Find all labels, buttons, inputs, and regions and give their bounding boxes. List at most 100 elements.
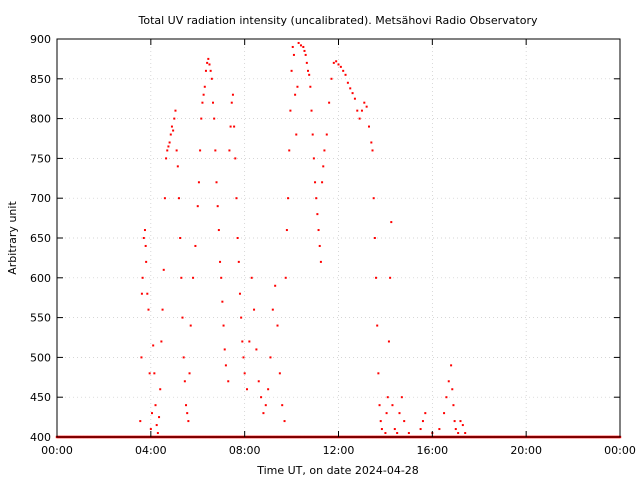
data-point	[233, 125, 236, 128]
data-point	[464, 432, 467, 435]
y-tick-label: 800	[30, 113, 51, 126]
data-point	[143, 229, 146, 232]
data-point	[450, 364, 453, 367]
x-tick-label: 16:00	[416, 444, 448, 457]
x-tick-label: 00:00	[604, 444, 636, 457]
y-tick-label: 600	[30, 272, 51, 285]
data-point	[180, 276, 183, 279]
data-point	[367, 125, 370, 128]
data-point	[289, 109, 292, 112]
data-point	[151, 412, 154, 415]
data-point	[328, 101, 331, 104]
grid-lines	[57, 39, 620, 437]
data-point	[337, 63, 340, 66]
data-point	[283, 420, 286, 423]
data-point	[202, 93, 205, 96]
data-point	[403, 420, 406, 423]
data-point	[262, 412, 265, 415]
y-tick-label: 450	[30, 391, 51, 404]
data-point	[208, 63, 211, 66]
data-point	[407, 432, 410, 435]
data-point	[377, 372, 380, 375]
data-point	[242, 356, 245, 359]
data-point	[335, 60, 338, 63]
data-point	[165, 157, 168, 160]
data-point	[387, 340, 390, 343]
data-point	[174, 109, 177, 112]
data-point	[299, 44, 302, 47]
data-point	[194, 244, 197, 247]
data-point	[380, 428, 383, 431]
data-point	[250, 276, 253, 279]
data-point	[325, 133, 328, 136]
data-point	[454, 428, 457, 431]
data-point	[281, 404, 284, 407]
data-point	[376, 324, 379, 327]
data-point	[221, 300, 224, 303]
data-point	[152, 344, 155, 347]
data-point	[155, 424, 158, 427]
data-point	[316, 213, 319, 216]
data-point	[197, 181, 200, 184]
data-point	[213, 117, 216, 120]
data-point	[379, 420, 382, 423]
data-point	[196, 205, 199, 208]
data-point	[421, 420, 424, 423]
data-point	[447, 380, 450, 383]
data-point	[183, 380, 186, 383]
data-point	[144, 244, 147, 247]
data-point	[278, 372, 281, 375]
data-point	[317, 229, 320, 232]
data-point	[358, 117, 361, 120]
data-point	[186, 412, 189, 415]
data-point	[145, 260, 148, 263]
data-point	[185, 404, 188, 407]
data-point	[177, 197, 180, 200]
data-point	[372, 197, 375, 200]
data-point	[230, 101, 233, 104]
data-point	[424, 412, 427, 415]
data-point	[390, 221, 393, 224]
data-point	[373, 237, 376, 239]
data-point	[363, 101, 366, 104]
data-point	[443, 412, 446, 415]
y-tick-label: 650	[30, 232, 51, 245]
data-point	[294, 93, 297, 96]
data-point	[371, 149, 374, 152]
data-point	[346, 81, 349, 84]
data-point	[323, 149, 326, 152]
data-point	[175, 149, 178, 152]
data-point	[264, 404, 267, 407]
data-point	[227, 380, 230, 383]
y-tick-label: 900	[30, 33, 51, 46]
data-point	[389, 276, 392, 279]
data-point	[148, 372, 151, 375]
data-point	[419, 428, 422, 431]
data-point	[296, 85, 299, 88]
data-point	[211, 101, 214, 104]
data-point	[241, 340, 244, 343]
data-point	[200, 117, 203, 120]
data-point	[204, 69, 207, 72]
data-point	[285, 229, 288, 232]
data-point	[255, 348, 258, 351]
data-point	[253, 308, 256, 311]
data-point	[304, 53, 307, 56]
x-tick-label: 04:00	[135, 444, 167, 457]
data-point	[385, 412, 388, 415]
data-point	[201, 101, 204, 104]
y-tick-label: 400	[30, 431, 51, 444]
data-point	[161, 308, 164, 311]
data-point	[271, 308, 274, 311]
data-point	[303, 49, 306, 52]
data-point	[398, 412, 401, 415]
data-point	[393, 428, 396, 431]
data-point	[243, 372, 246, 375]
data-point	[342, 69, 345, 72]
data-point	[459, 420, 462, 423]
data-points	[55, 41, 622, 439]
data-point	[276, 324, 279, 327]
data-point	[223, 348, 226, 351]
data-point	[257, 380, 260, 383]
